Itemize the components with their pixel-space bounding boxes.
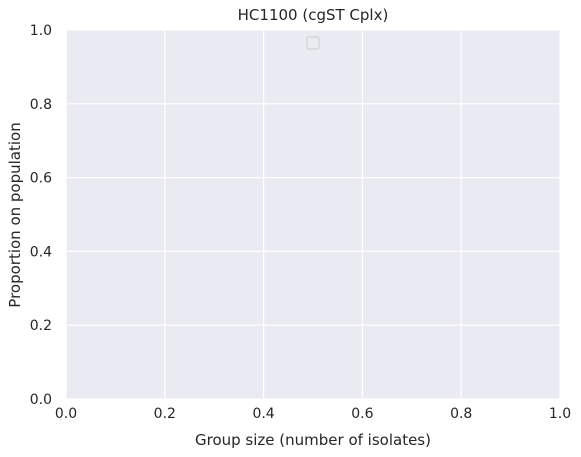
- x-axis-ticks: 0.0 0.2 0.4 0.6 0.8 1.0: [55, 406, 571, 422]
- chart-title: HC1100 (cgST Cplx): [238, 6, 389, 24]
- y-tick-label: 0.2: [30, 318, 52, 334]
- x-tick-label: 0.4: [252, 406, 274, 422]
- grid: [65, 29, 561, 400]
- y-tick-label: 1.0: [30, 23, 52, 39]
- x-tick-label: 0.8: [450, 406, 472, 422]
- x-tick-label: 0.0: [55, 406, 77, 422]
- y-tick-label: 0.8: [30, 97, 52, 113]
- y-axis-ticks: 0.0 0.2 0.4 0.6 0.8 1.0: [30, 23, 52, 408]
- x-tick-label: 1.0: [549, 406, 571, 422]
- y-tick-label: 0.6: [30, 171, 52, 187]
- y-tick-label: 0.0: [30, 392, 52, 408]
- x-tick-label: 0.6: [351, 406, 373, 422]
- legend-box: [306, 36, 320, 50]
- x-tick-label: 0.2: [154, 406, 176, 422]
- plot-area: [66, 30, 560, 399]
- y-tick-label: 0.4: [30, 244, 52, 260]
- y-axis-label: Proportion on population: [6, 122, 24, 307]
- x-axis-label: Group size (number of isolates): [195, 431, 431, 449]
